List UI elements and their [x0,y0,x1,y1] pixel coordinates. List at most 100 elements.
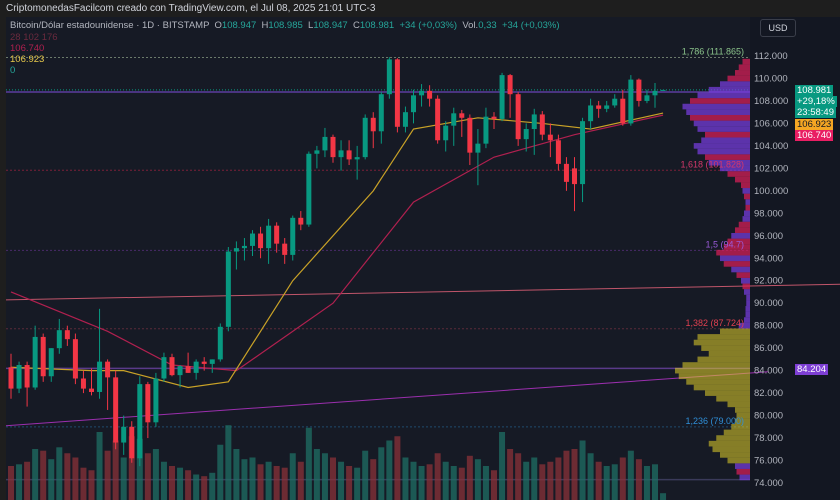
volume-profile-bar [738,322,750,329]
candle-body [507,75,513,95]
close-label: C [352,20,360,31]
candle-body [201,361,207,364]
volume-bar [595,461,602,500]
indicator-zero: 0 [10,65,16,76]
volume-profile-bar [742,216,750,222]
ma-long-value: 106.740 [10,43,45,54]
volume-bar [24,461,31,500]
candle-body [596,105,602,109]
volume-profile-bar [701,137,750,144]
volume-bar [48,459,55,500]
price-tick-label: 82.000 [754,388,783,399]
volume-bar [499,432,506,500]
volume-bar [241,459,248,500]
volume-bar [96,432,103,500]
candle-body [113,377,119,443]
volume-profile-bar [693,120,750,127]
volume-bar [289,453,296,500]
volume-profile-bar [746,294,750,301]
volume-profile-bar [727,401,750,408]
volume-change: +34 (+0,03%) [501,20,560,31]
volume-profile [675,58,750,481]
volume-label: Vol. [462,20,479,31]
volume-bar [32,449,39,500]
candle-body [491,116,497,119]
candle-body [306,153,312,225]
candles [8,57,666,467]
candle-body [105,361,111,378]
volume-bar [434,453,441,500]
candle-body [89,388,94,392]
volume-bar [507,449,514,500]
volume-bar [474,459,481,500]
open-value: 108.947 [221,20,257,31]
volume-bar [418,466,425,500]
price-ticks: 112.000 110.000 108.000 106.000 104.000 102.0… [754,51,788,489]
candle-body [604,105,610,109]
volume-bar [587,453,594,500]
volume-profile-bar [716,249,750,256]
volume-profile-bar [744,289,750,295]
volume-profile-bar [686,109,750,115]
high-label: H [261,20,269,31]
candle-body [539,114,545,135]
volume-profile-bar [712,446,750,453]
candle-body [378,94,384,132]
volume-profile-bar [701,345,750,351]
moving-averages [10,112,664,389]
volume-bar [611,464,618,500]
candle-body [427,90,433,99]
volume-bar [185,470,192,500]
candle-body [64,330,70,340]
volume-bar [281,467,288,500]
volume-profile-bar [735,418,750,425]
volume-profile-bar [736,272,750,278]
volume-bar [466,455,473,500]
volume-bar [458,467,465,500]
volume-profile-bar [723,244,750,250]
candle-body [48,348,54,377]
volume-profile-bar [720,165,750,172]
low-value: 108.947 [313,20,348,31]
volume-profile-bar [705,131,750,138]
volume-profile-bar [727,238,750,245]
candle-body [225,251,231,327]
volume-profile-bar [738,221,750,228]
volume-bar [330,457,336,500]
volume-bar [305,427,312,500]
volume-bar [410,461,417,500]
candle-body [338,150,344,158]
volume-profile-bar [727,457,750,464]
volume-profile-bar [744,210,750,217]
volume-profile-bar [742,283,750,290]
volume-bar [426,464,433,500]
volume-bar [539,464,546,500]
volume-profile-bar [716,395,750,402]
volume-profile-bar [735,463,750,469]
volume-profile-bar [720,328,750,335]
volume-bar [321,453,328,500]
candle-body [628,79,634,124]
volume-profile-bar [720,81,750,87]
volume-profile-bar [736,412,750,419]
high-value: 108.985 [268,20,303,31]
trend-lines [5,283,840,427]
symbol-name[interactable]: Bitcoin/Dólar estadounidense · 1D · BITS… [10,20,210,31]
price-tick-label: 106.000 [754,118,788,129]
volume-profile-bar [720,452,750,458]
volume-profile-bar [731,266,750,273]
price-tick-label: 100.000 [754,186,788,197]
volume-profile-bar [738,64,750,71]
trend-line [5,283,840,301]
volume-bar [169,466,175,500]
price-tick-label: 86.000 [754,343,783,354]
candle-body [258,233,264,249]
volume-bar [579,440,586,500]
candle-body [8,367,14,389]
volume-bar [233,449,240,500]
poc-tag: 84.204 [795,364,829,375]
volume-bar [643,466,650,500]
candle-body [185,366,191,373]
volume-bar [660,493,667,500]
currency-button[interactable]: USD [760,19,796,37]
